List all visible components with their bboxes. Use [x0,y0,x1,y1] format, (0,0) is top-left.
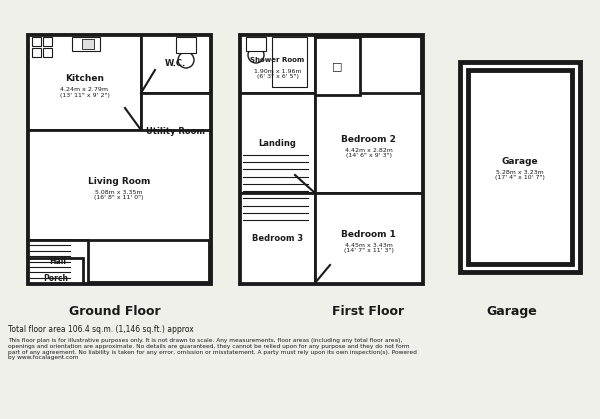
Text: Landing: Landing [259,139,296,147]
Bar [28,240,88,283]
Text: This floor plan is for illustrative purposes only. It is not drawn to scale. Any: This floor plan is for illustrative purp… [8,338,417,360]
Bar [141,35,210,93]
Text: Garage: Garage [502,157,538,166]
Text: Kitchen: Kitchen [65,74,104,83]
Text: Ground Floor: Ground Floor [69,305,161,318]
Text: Total floor area 106.4 sq.m. (1,146 sq.ft.) approx: Total floor area 106.4 sq.m. (1,146 sq.f… [8,325,194,334]
Bar [32,37,41,46]
Text: 4.24m x 2.79m
(13' 11" x 9' 2"): 4.24m x 2.79m (13' 11" x 9' 2") [59,87,109,98]
Text: Hall: Hall [49,257,67,266]
Text: First Floor: First Floor [332,305,404,318]
Text: 4.42m x 2.82m
(14' 6" x 9' 3"): 4.42m x 2.82m (14' 6" x 9' 3") [344,147,392,158]
Bar [28,130,210,240]
Text: Bedroom 1: Bedroom 1 [341,230,396,238]
Bar [246,37,266,51]
Bar [28,35,141,130]
Bar [315,93,422,193]
Text: Utility Room: Utility Room [146,127,205,136]
Bar [240,35,422,283]
Text: 5.28m x 3.23m
(17' 4" x 10' 7"): 5.28m x 3.23m (17' 4" x 10' 7") [495,170,545,181]
Bar [272,37,307,87]
Text: 1.90m x 1.96m
(6' 3" x 6' 5"): 1.90m x 1.96m (6' 3" x 6' 5") [254,69,301,79]
Bar [28,35,210,283]
Bar [72,37,100,51]
Text: W.C.: W.C. [165,59,186,68]
Bar [82,39,94,49]
Text: Living Room: Living Room [88,176,150,186]
Bar [43,48,52,57]
Bar [468,70,572,264]
Bar [43,37,52,46]
Text: 5.08m x 3.35m
(16' 8" x 11' 0"): 5.08m x 3.35m (16' 8" x 11' 0") [94,190,144,200]
Bar [28,258,83,283]
Bar [460,62,580,272]
Text: Porch: Porch [43,274,68,283]
Bar [32,48,41,57]
Bar [240,35,315,93]
Text: Bedroom 3: Bedroom 3 [252,233,303,243]
Text: Garage: Garage [487,305,538,318]
Bar [315,37,360,95]
Text: Shower Room: Shower Room [250,57,305,63]
Bar [240,93,315,193]
Text: □: □ [332,61,342,71]
Bar [141,93,210,170]
Bar [176,37,196,53]
Text: Bedroom 2: Bedroom 2 [341,134,396,143]
Bar [315,193,422,283]
Text: 4.45m x 3.43m
(14' 7" x 11' 3"): 4.45m x 3.43m (14' 7" x 11' 3") [344,243,394,253]
Bar [240,193,315,283]
